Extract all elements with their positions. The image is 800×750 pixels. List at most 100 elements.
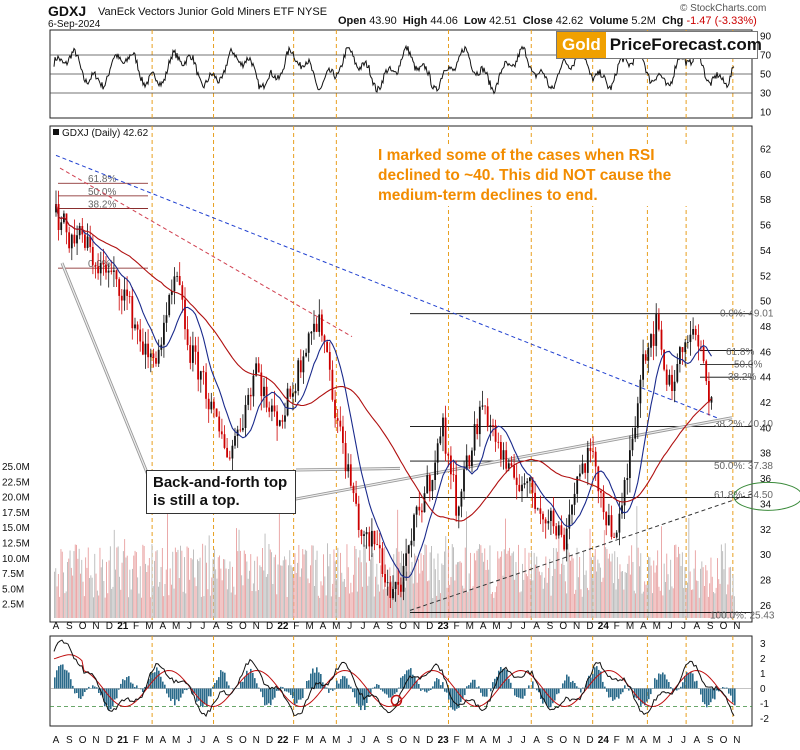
candle-body [347,464,350,472]
macd-histogram-bar [148,679,150,689]
candle-body [199,371,202,380]
candle-body [176,276,178,277]
macd-histogram-bar [300,688,302,700]
volume-bar [497,551,499,618]
volume-bar [434,569,436,618]
x-axis-label-1-41: 24 [598,735,610,746]
volume-bar [483,561,484,618]
volume-bar [594,549,596,618]
volume-bar [364,544,366,618]
candle-body [452,474,455,476]
volume-bar [667,574,669,618]
macd-histogram-bar [356,688,358,704]
macd-histogram-bar [158,670,160,689]
candle-body [328,352,331,370]
volume-bar [572,558,574,618]
candle-body [708,381,710,403]
volume-bar [455,564,457,618]
volume-tick-6: 10.0M [2,554,30,565]
volume-bar [375,576,376,618]
volume-bar [420,553,422,618]
macd-histogram-bar [632,688,634,690]
candle-body [555,526,558,536]
volume-bar [581,596,583,618]
volume-bar [186,546,188,618]
macd-histogram-bar [502,669,504,689]
volume-bar [719,583,721,618]
macd-histogram-bar [656,679,658,689]
macd-histogram-bar [334,688,336,690]
macd-histogram-bar [622,688,624,693]
volume-bar [696,580,698,618]
macd-histogram-bar [432,686,434,689]
macd-histogram-bar [706,688,708,708]
volume-bar [116,547,118,618]
volume-bar [403,582,405,618]
volume-bar [160,567,162,618]
macd-histogram-bar [418,684,420,689]
candle-body [120,295,123,301]
volume-bar [554,568,556,618]
x-axis-label-1-3: N [92,735,99,746]
fib-right-label-6: 61.8%: 34.50 [714,490,773,501]
volume-bar [263,570,265,618]
volume-bar [406,571,408,618]
volume-bar [217,557,219,618]
volume-bar [635,593,636,618]
macd-histogram-bar [336,680,338,689]
moving-average-short [55,203,712,578]
volume-bar [610,561,612,618]
volume-bar [713,592,714,618]
candle-body [384,574,386,583]
x-axis-label-1-35: J [521,735,526,746]
macd-histogram-bar [726,687,728,689]
volume-bar [314,586,315,618]
volume-bar [208,535,210,618]
macd-histogram-bar [562,683,564,689]
macd-histogram-bar [588,675,590,689]
volume-bar [583,552,584,618]
volume-bar [330,596,332,618]
volume-bar [394,592,396,618]
candle-body [439,436,442,444]
volume-bar [171,584,172,618]
volume-bar [81,559,83,618]
volume-bar [615,589,617,618]
volume-bar [167,512,168,618]
volume-bar [477,548,479,618]
volume-bar [82,581,84,618]
volume-bar [597,559,599,618]
volume-bar [327,543,328,618]
volume-bar [333,549,335,618]
volume-bar [135,552,137,618]
macd-histogram-bar [154,672,156,689]
volume-bar [63,572,64,618]
macd-histogram-bar [318,672,320,689]
candle-body [181,285,184,300]
candle-body [692,329,694,335]
volume-bar [269,549,271,618]
volume-bar [54,571,55,618]
volume-bar [662,595,664,618]
volume-bar [301,568,302,618]
fib-right-label-2: 50.0% [734,359,762,370]
x-axis-label-0-39: N [573,621,580,632]
volume-bar [310,565,311,618]
volume-bar [219,555,220,618]
candle-body [423,493,426,513]
candle-body [571,504,573,515]
x-axis-label-0-48: A [693,621,700,632]
candle-body [307,333,310,353]
volume-bar [304,549,306,618]
volume-bar [130,589,132,618]
volume-bar [449,584,451,618]
macd-histogram-bar [688,672,690,689]
macd-histogram-bar [86,688,88,690]
volume-bar [329,554,331,618]
volume-bar [606,549,608,618]
candle-body [421,510,423,513]
fib-right-label-0: 0.0%: 49.01 [720,309,774,320]
candle-body [326,341,328,353]
candle-body [465,455,468,470]
macd-histogram-bar [64,669,66,689]
